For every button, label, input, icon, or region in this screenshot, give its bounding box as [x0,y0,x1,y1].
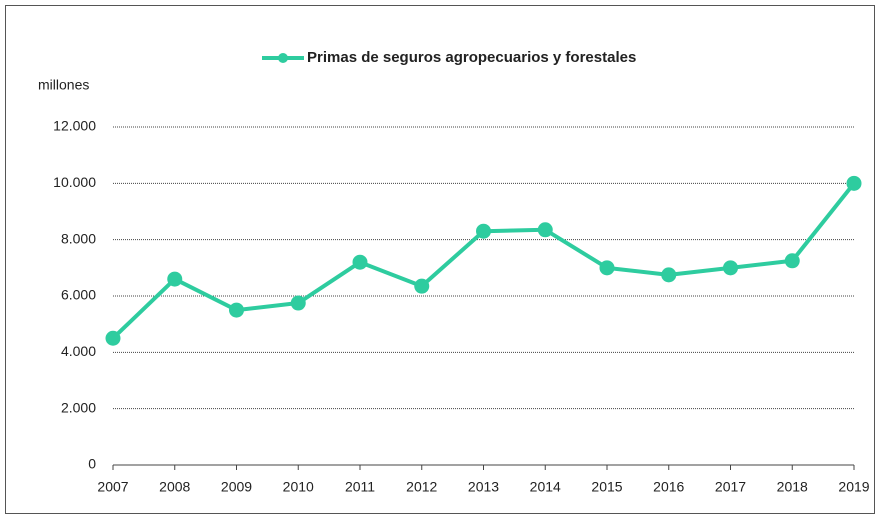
x-tick-label: 2009 [221,479,252,495]
data-point [352,254,368,270]
legend-marker [278,53,288,63]
data-point [661,267,677,283]
y-tick-label: 0 [88,456,96,472]
x-tick-label: 2017 [715,479,746,495]
data-point [476,223,491,239]
y-tick-label: 12.000 [53,118,96,134]
x-tick-label: 2008 [159,479,190,495]
x-tick-label: 2016 [653,479,684,495]
x-tick-label: 2018 [777,479,808,495]
x-tick-label: 2013 [468,479,499,495]
data-point [537,222,553,238]
data-point [414,278,430,294]
data-point [723,260,738,276]
x-tick-label: 2007 [97,479,128,495]
data-point [229,302,244,318]
y-tick-label: 10.000 [53,174,96,190]
x-tick-label: 2010 [283,479,314,495]
series-line [111,182,856,340]
data-point [846,175,862,191]
y-tick-label: 4.000 [61,343,96,359]
data-point [105,330,121,346]
y-axis-label: millones [38,77,89,93]
x-tick-label: 2011 [345,479,375,495]
legend-label: Primas de seguros agropecuarios y forest… [307,49,636,66]
chart-frame [5,5,875,514]
data-point [599,260,615,276]
y-tick-label: 2.000 [61,399,96,415]
x-tick-label: 2014 [530,479,561,495]
data-point [167,271,183,287]
x-tick-label: 2012 [406,479,437,495]
x-tick-label: 2015 [591,479,622,495]
data-point [784,253,800,269]
y-tick-label: 8.000 [61,230,96,246]
x-tick-label: 2019 [838,479,869,495]
y-tick-label: 6.000 [61,287,96,303]
data-point [290,295,306,311]
